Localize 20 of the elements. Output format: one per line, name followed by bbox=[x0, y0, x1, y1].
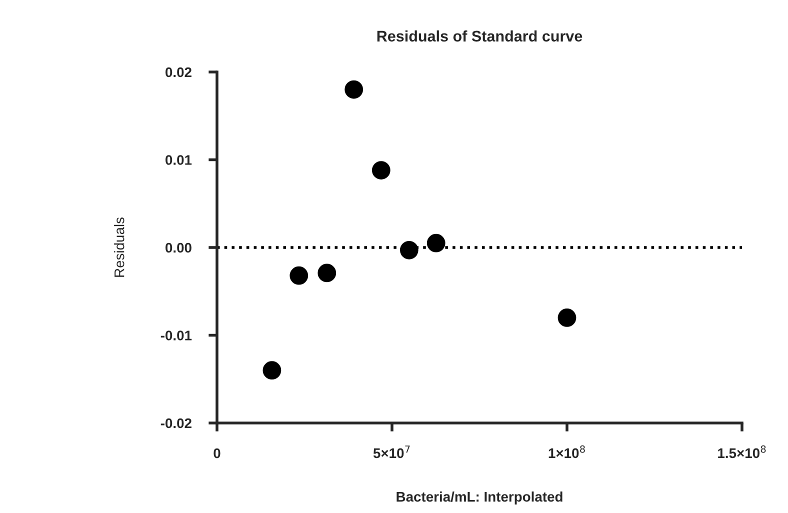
point bbox=[290, 266, 308, 285]
point bbox=[344, 80, 364, 99]
point bbox=[372, 161, 390, 180]
point bbox=[426, 234, 446, 252]
x-axis-title: Bacteria/mL: Interpolated bbox=[396, 492, 562, 504]
x-tick-label: 0 bbox=[214, 448, 220, 458]
x-tick-label: 1×10$^{8}$ bbox=[548, 445, 585, 458]
x-tick-label: 5×10$^{7}$ bbox=[373, 446, 410, 458]
chart-title: Residuals of Standard curve bbox=[377, 30, 582, 42]
y-tick-label: -0.02 bbox=[160, 418, 192, 428]
y-tick-label: 0.00 bbox=[166, 242, 192, 253]
y-axis-title: Residuals bbox=[114, 218, 124, 277]
y-tick-label: 0.02 bbox=[166, 67, 192, 78]
point bbox=[318, 264, 336, 282]
point bbox=[400, 240, 418, 260]
y-tick-label: -0.01 bbox=[160, 330, 192, 340]
y-tick-label: 0.01 bbox=[166, 155, 192, 165]
point bbox=[262, 361, 282, 380]
x-tick-label: 1.5×10$^{8}$ bbox=[718, 445, 766, 458]
point bbox=[558, 308, 576, 327]
